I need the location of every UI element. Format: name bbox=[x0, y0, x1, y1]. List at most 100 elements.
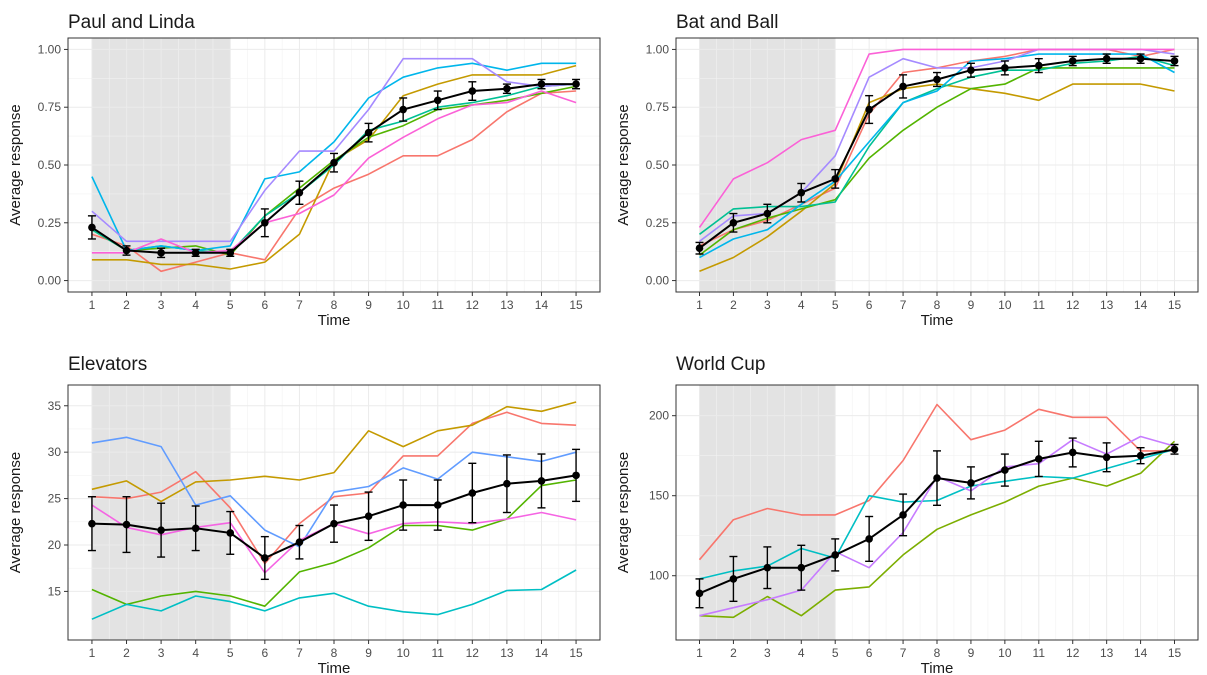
mean-point bbox=[1001, 64, 1009, 72]
mean-point bbox=[865, 105, 873, 114]
mean-point bbox=[433, 96, 442, 105]
mean-point bbox=[763, 563, 772, 572]
mean-point bbox=[191, 249, 200, 257]
mean-point bbox=[1001, 466, 1009, 474]
x-tick-label: 12 bbox=[466, 298, 480, 312]
mean-point bbox=[933, 75, 941, 84]
chart-title: Paul and Linda bbox=[68, 12, 195, 33]
mean-point bbox=[261, 554, 269, 562]
x-tick-label: 1 bbox=[696, 646, 703, 660]
x-tick-label: 14 bbox=[535, 646, 549, 660]
mean-point bbox=[503, 479, 511, 488]
y-tick-label: 20 bbox=[48, 538, 62, 552]
mean-point bbox=[1102, 453, 1111, 462]
series-line bbox=[91, 90, 577, 273]
mean-point bbox=[1034, 61, 1043, 70]
x-tick-label: 11 bbox=[432, 298, 445, 312]
y-axis-title: Average response bbox=[615, 452, 632, 573]
y-axis-title: Average response bbox=[7, 452, 24, 573]
mean-point bbox=[261, 218, 269, 227]
x-tick-label: 9 bbox=[968, 646, 975, 660]
mean-point bbox=[399, 105, 407, 114]
mean-point bbox=[729, 575, 738, 583]
x-tick-label: 3 bbox=[764, 646, 771, 660]
x-tick-label: 9 bbox=[365, 646, 372, 660]
x-tick-label: 15 bbox=[569, 646, 583, 660]
x-tick-label: 13 bbox=[1100, 646, 1114, 660]
mean-point bbox=[572, 471, 580, 480]
mean-point bbox=[1170, 57, 1179, 65]
x-tick-label: 2 bbox=[123, 646, 130, 660]
panel-border bbox=[67, 384, 601, 641]
y-tick-label: 0.00 bbox=[646, 274, 670, 288]
y-axis-title: Average response bbox=[615, 104, 632, 225]
mean-point bbox=[933, 474, 941, 482]
x-tick-label: 10 bbox=[998, 298, 1012, 312]
x-tick-label: 5 bbox=[227, 646, 234, 660]
panel-border bbox=[675, 37, 1199, 293]
chart-title: Elevators bbox=[68, 354, 147, 375]
y-tick-label: 0.50 bbox=[646, 158, 670, 172]
x-tick-label: 2 bbox=[730, 298, 737, 312]
mean-point bbox=[157, 526, 165, 534]
series-line bbox=[91, 57, 577, 243]
x-tick-label: 11 bbox=[1033, 646, 1046, 660]
x-tick-label: 2 bbox=[123, 298, 130, 312]
mean-point bbox=[88, 223, 96, 232]
y-tick-label: 30 bbox=[48, 445, 62, 459]
mean-point bbox=[122, 246, 131, 255]
mean-point bbox=[537, 477, 546, 485]
x-tick-label: 6 bbox=[261, 298, 268, 312]
mean-point bbox=[572, 80, 580, 88]
mean-point bbox=[1068, 448, 1077, 457]
x-tick-label: 4 bbox=[798, 646, 805, 660]
x-tick-label: 12 bbox=[1066, 646, 1080, 660]
x-tick-label: 14 bbox=[1134, 298, 1148, 312]
mean-point bbox=[1034, 455, 1043, 463]
series-line bbox=[91, 569, 577, 620]
x-tick-label: 15 bbox=[1168, 298, 1182, 312]
y-tick-label: 25 bbox=[48, 492, 62, 506]
mean-point bbox=[226, 249, 235, 257]
series-line bbox=[699, 440, 1176, 619]
x-tick-label: 8 bbox=[934, 298, 941, 312]
x-tick-label: 8 bbox=[331, 298, 338, 312]
chart-title: Bat and Ball bbox=[676, 12, 778, 33]
x-tick-label: 4 bbox=[798, 298, 805, 312]
x-tick-label: 14 bbox=[535, 298, 549, 312]
mean-point bbox=[797, 188, 806, 197]
mean-point bbox=[503, 84, 511, 93]
series-line bbox=[91, 479, 577, 608]
mean-point bbox=[695, 244, 704, 253]
x-tick-label: 1 bbox=[696, 298, 703, 312]
panel-border bbox=[675, 384, 1199, 641]
mean-point bbox=[433, 501, 442, 509]
mean-point bbox=[537, 80, 546, 88]
x-tick-label: 6 bbox=[866, 646, 873, 660]
x-tick-label: 8 bbox=[934, 646, 941, 660]
y-tick-label: 1.00 bbox=[38, 42, 62, 56]
mean-point bbox=[967, 66, 975, 75]
mean-point bbox=[797, 563, 806, 572]
x-axis-title: Time bbox=[318, 312, 351, 329]
y-tick-label: 100 bbox=[649, 569, 669, 583]
mean-point bbox=[1136, 451, 1145, 460]
x-tick-label: 7 bbox=[900, 646, 907, 660]
x-tick-label: 12 bbox=[1066, 298, 1080, 312]
mean-point bbox=[695, 589, 704, 598]
mean-point bbox=[157, 249, 165, 257]
series-line bbox=[91, 401, 577, 503]
y-tick-label: 0.25 bbox=[646, 216, 670, 230]
series-line bbox=[91, 62, 577, 252]
mean-point bbox=[899, 82, 907, 91]
mean-point bbox=[763, 209, 772, 218]
x-tick-label: 7 bbox=[296, 646, 303, 660]
chart-panel-2: 1 2 3 4 5 6 7 8 9 10 11 12 13 14 150.000.250.500.751.0… bbox=[615, 12, 1199, 329]
mean-point bbox=[295, 188, 304, 197]
mean-point bbox=[364, 512, 373, 521]
x-tick-label: 12 bbox=[466, 646, 480, 660]
mean-point bbox=[831, 175, 840, 183]
x-axis-title: Time bbox=[921, 660, 954, 675]
mean-point bbox=[1170, 445, 1179, 454]
